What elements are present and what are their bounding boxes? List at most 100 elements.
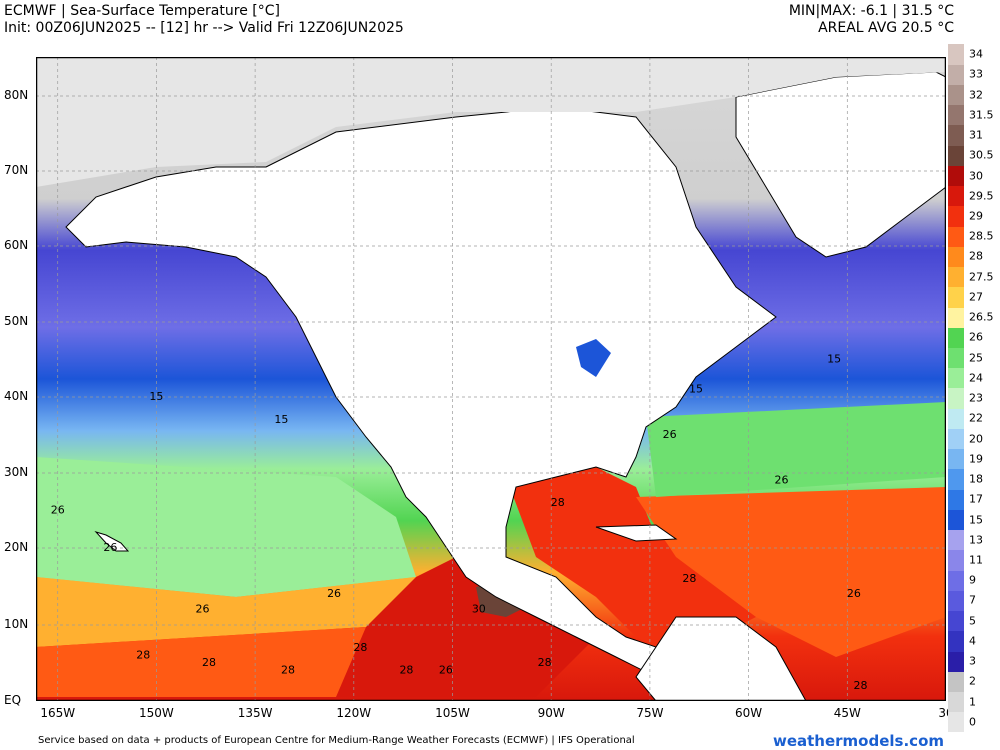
colorbar-segment <box>948 104 964 126</box>
colorbar-label: 27 <box>969 290 983 304</box>
colorbar-segment <box>948 367 964 389</box>
colorbar-label: 20 <box>969 432 983 446</box>
colorbar-label: 17 <box>969 492 983 506</box>
colorbar-label: 31.5 <box>969 108 994 122</box>
colorbar-label: 0 <box>969 715 976 729</box>
colorbar-label: 9 <box>969 573 976 587</box>
colorbar-segment <box>948 185 964 207</box>
colorbar-label: 28.5 <box>969 229 994 243</box>
contour-label: 30 <box>472 603 486 616</box>
colorbar-segment <box>948 489 964 510</box>
colorbar-segment <box>948 691 964 713</box>
longitude-label: 75W <box>636 706 664 720</box>
colorbar-segment <box>948 205 964 227</box>
latitude-label: 30N <box>4 465 29 479</box>
contour-label: 26 <box>663 428 677 441</box>
areal-average-readout: AREAL AVG 20.5 °C <box>818 20 954 36</box>
latitude-label: 70N <box>4 163 29 177</box>
colorbar-segment <box>948 428 964 450</box>
colorbar-label: 27.5 <box>969 270 994 284</box>
colorbar-label: 29.5 <box>969 189 994 203</box>
latitude-label: 50N <box>4 314 29 328</box>
colorbar-label: 2 <box>969 674 976 688</box>
colorbar-segment <box>948 651 964 672</box>
colorbar-segment <box>948 286 964 308</box>
graticule <box>36 57 946 701</box>
colorbar-segment <box>948 347 964 369</box>
longitude-label: 150W <box>139 706 174 720</box>
map-header-right: MIN|MAX: -6.1 | 31.5 °C AREAL AVG 20.5 °… <box>789 3 954 37</box>
colorbar-segment <box>948 165 964 187</box>
colorbar-segment <box>948 145 964 166</box>
colorbar-segment <box>948 468 964 490</box>
colorbar-label: 18 <box>969 472 983 486</box>
pacific-orange-band <box>36 577 416 647</box>
colorbar-segment <box>948 671 964 693</box>
colorbar-label: 34 <box>969 47 983 61</box>
longitude-label: 45W <box>833 706 861 720</box>
colorbar-label: 25 <box>969 351 983 365</box>
contour-label: 26 <box>847 587 861 600</box>
colorbar-label: 3 <box>969 654 976 668</box>
contour-label: 28 <box>353 641 367 654</box>
contour-label: 28 <box>281 664 295 677</box>
colorbar-segment <box>948 307 964 328</box>
colorbar-segment <box>948 570 964 591</box>
colorbar-label: 32 <box>969 88 983 102</box>
colorbar-segment <box>948 327 964 349</box>
colorbar-segment <box>948 64 964 85</box>
colorbar-segment <box>948 84 964 106</box>
pacific-green-band <box>36 457 416 597</box>
colorbar-segment <box>948 124 964 146</box>
latitude-label: 60N <box>4 238 29 252</box>
colorbar-label: 15 <box>969 513 983 527</box>
contour-label: 28 <box>202 656 216 669</box>
colorbar-segment <box>948 388 964 409</box>
colorbar-label: 28 <box>969 249 983 263</box>
colorbar-label: 11 <box>969 553 983 567</box>
colorbar-label: 30 <box>969 169 983 183</box>
colorbar-label: 19 <box>969 452 983 466</box>
contour-label: 26 <box>439 664 453 677</box>
colorbar-segment <box>948 246 964 268</box>
arctic-sea-ice <box>36 57 946 187</box>
map-title: ECMWF | Sea-Surface Temperature [°C] <box>4 3 280 19</box>
colorbar-label: 26 <box>969 330 983 344</box>
contour-label: 28 <box>136 648 150 661</box>
contour-label: 26 <box>775 474 789 487</box>
latitude-label: 80N <box>4 88 29 102</box>
latitude-label: 10N <box>4 617 29 631</box>
latitude-label: 40N <box>4 389 29 403</box>
colorbar-segment <box>948 448 964 470</box>
colorbar <box>948 44 964 733</box>
pacific-red-band <box>36 627 366 697</box>
contour-label: 15 <box>827 353 841 366</box>
map-header-left: ECMWF | Sea-Surface Temperature [°C] Ini… <box>4 3 404 37</box>
contour-label: 28 <box>538 656 552 669</box>
colorbar-label: 24 <box>969 371 983 385</box>
longitude-label: 90W <box>537 706 565 720</box>
contour-label: 15 <box>149 390 163 403</box>
south-america-land <box>635 616 807 701</box>
colorbar-label: 7 <box>969 593 976 607</box>
contour-label: 26 <box>195 603 209 616</box>
colorbar-label: 33 <box>969 67 983 81</box>
latitude-label: 20N <box>4 540 29 554</box>
cuba-island <box>595 524 678 542</box>
gulf-of-mexico-warm-pool <box>506 467 756 657</box>
min-max-readout: MIN|MAX: -6.1 | 31.5 °C <box>788 3 954 19</box>
colorbar-label: 23 <box>969 391 983 405</box>
sst-map: 15 15 15 15 26 26 26 26 26 26 26 26 28 28 28 28 28 28 28 28… <box>36 57 946 701</box>
contour-label: 28 <box>399 664 413 677</box>
colorbar-segment <box>948 610 964 632</box>
colorbar-segment <box>948 630 964 652</box>
contour-label: 26 <box>103 541 117 554</box>
colorbar-label: 30.5 <box>969 148 994 162</box>
colorbar-label: 26.5 <box>969 310 994 324</box>
colorbar-segment <box>948 549 964 571</box>
brand-link[interactable]: weathermodels.com <box>772 732 944 750</box>
init-valid-time: Init: 00Z06JUN2025 -- [12] hr --> Valid … <box>4 20 404 36</box>
map-frame <box>36 57 946 701</box>
longitude-label: 105W <box>435 706 470 720</box>
great-lakes <box>576 339 611 377</box>
